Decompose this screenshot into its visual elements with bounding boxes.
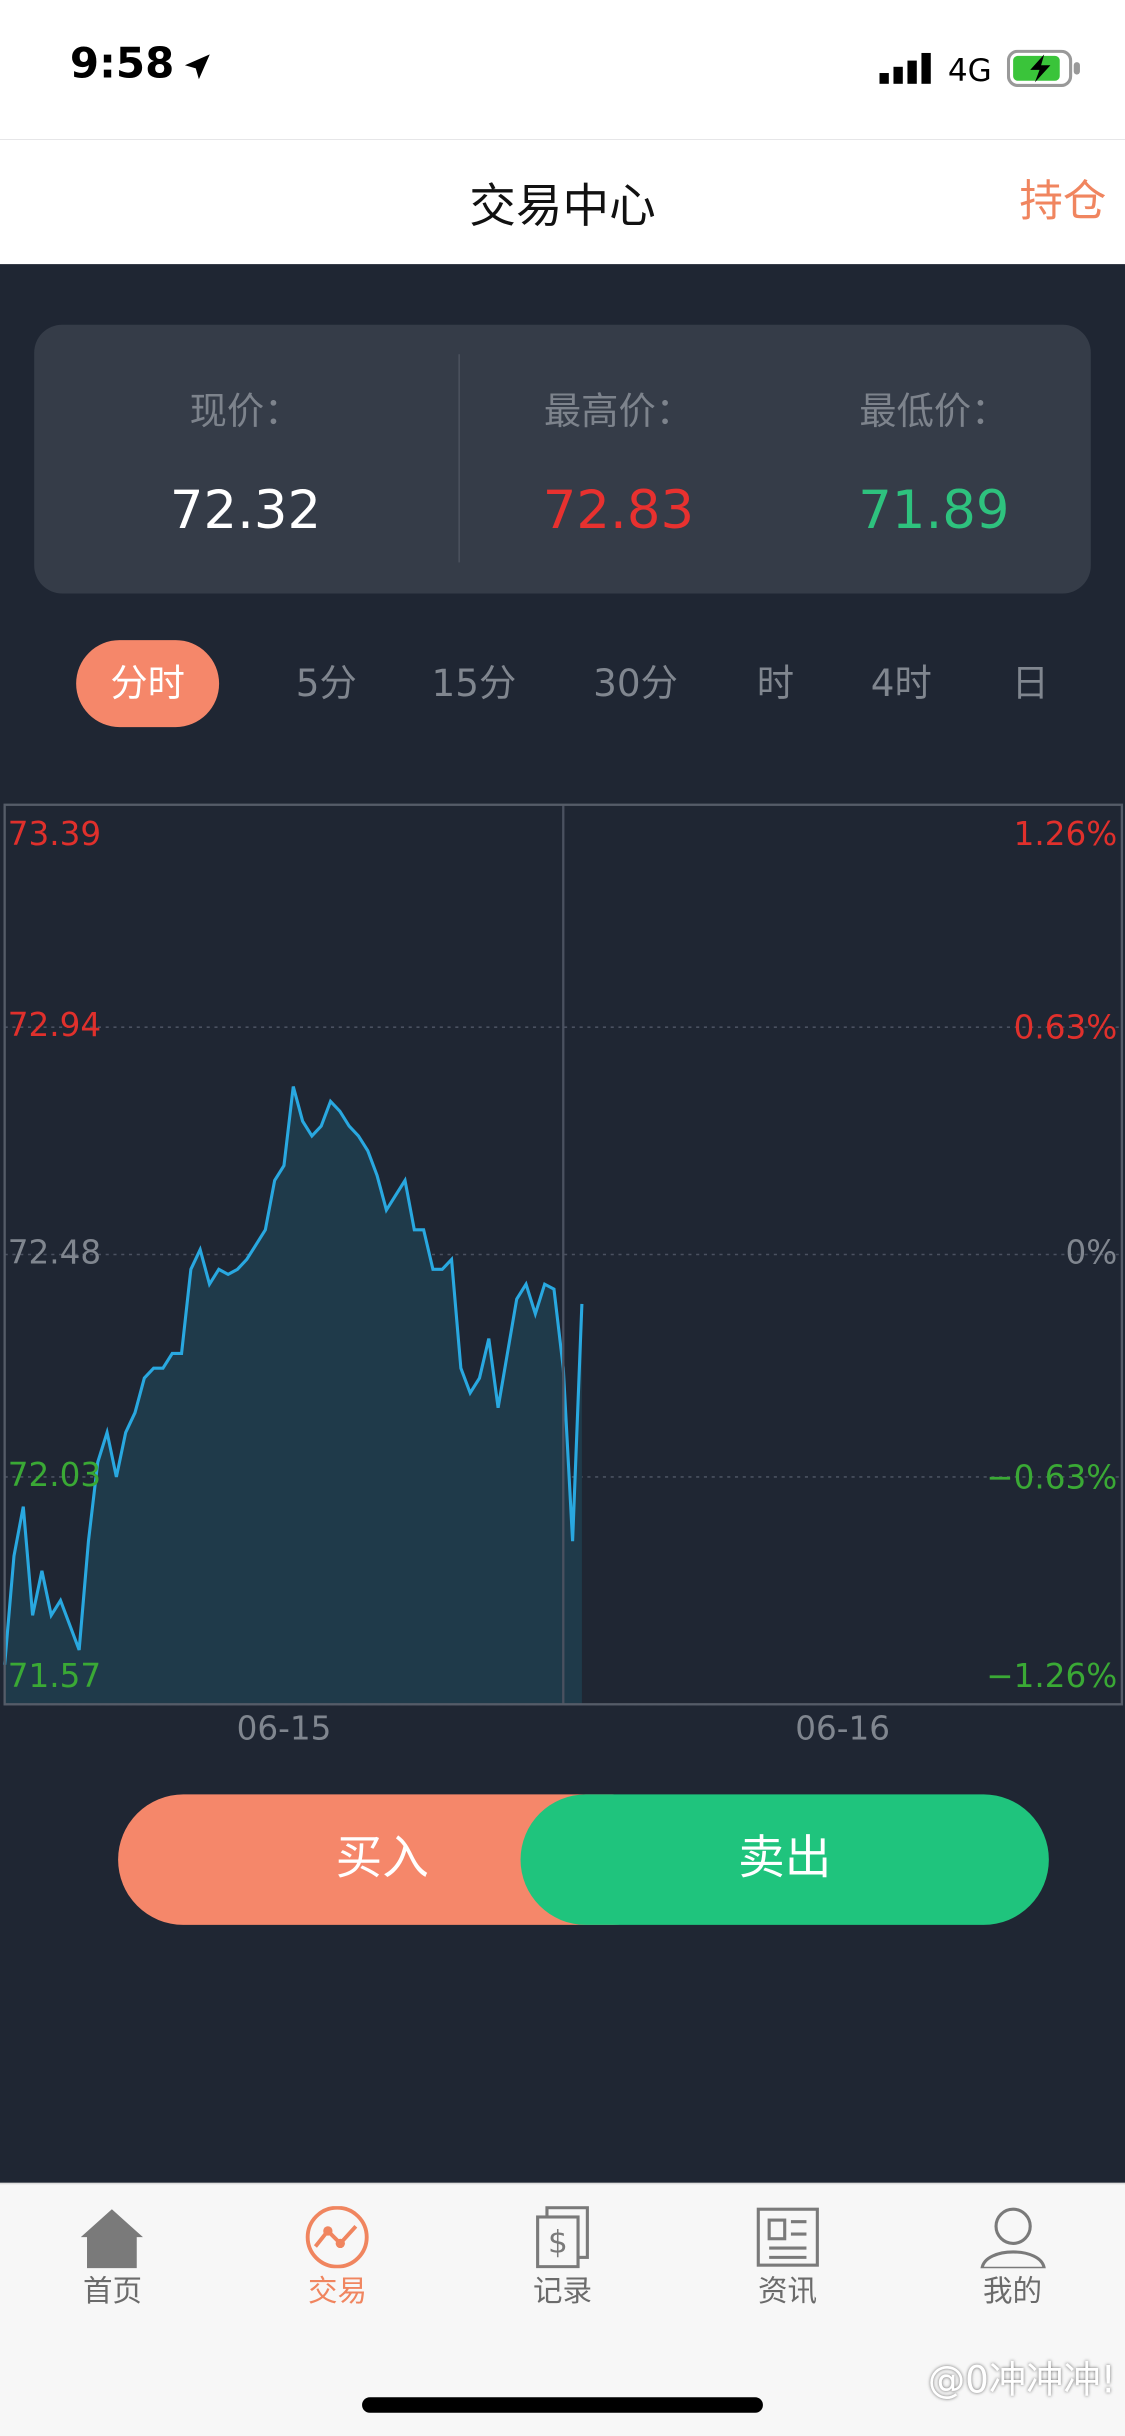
profile-icon [979, 2207, 1046, 2269]
period-tab[interactable]: 4时 [870, 661, 932, 706]
period-tab[interactable]: 日 [1011, 661, 1049, 706]
tab-label: 记录 [532, 2274, 593, 2309]
positions-link[interactable]: 持仓 [1019, 175, 1107, 227]
price-line [3, 1086, 584, 1665]
tab-item[interactable]: 交易 [225, 2184, 450, 2436]
price-label: 最低价： [859, 389, 1009, 434]
tab-item[interactable]: $ 记录 [450, 2184, 675, 2436]
price-value: 71.89 [858, 480, 1010, 543]
period-tab[interactable]: 5分 [295, 661, 357, 706]
y-tick-label: 71.57 [8, 1657, 101, 1695]
price-label: 现价： [189, 389, 302, 434]
price-card: 现价： 72.32 最高价： 72.83 最低价： 71.89 [34, 324, 1091, 594]
news-icon [756, 2207, 819, 2267]
nav-bar: 交易中心 持仓 [0, 139, 1125, 265]
record-icon: $ [536, 2206, 589, 2269]
y2-tick-label: −0.63% [986, 1458, 1117, 1496]
tab-item[interactable]: 我的 [900, 2184, 1125, 2436]
price-value: 72.83 [542, 480, 695, 543]
tab-label: 交易 [307, 2274, 368, 2309]
area [4, 1086, 582, 1705]
y-tick-label: 72.48 [8, 1234, 101, 1272]
tab-item[interactable]: 首页 [0, 2184, 225, 2436]
clock: 9:58 [69, 40, 175, 89]
y2-tick-label: 0% [1065, 1234, 1117, 1272]
y-tick-label: 72.03 [8, 1456, 101, 1494]
home-indicator [362, 2397, 763, 2413]
chart: 73.39 72.94 72.48 72.03 71.57 1.26% 0.63% 0% −0.… [3, 803, 1124, 1748]
period-tab[interactable]: 时 [756, 661, 795, 706]
trade-icon [306, 2206, 369, 2269]
divider [458, 354, 460, 563]
network: 4G [947, 51, 992, 89]
y2-tick-label: 0.63% [1014, 1009, 1118, 1047]
home-icon [81, 2209, 144, 2269]
status-bar: 9:58 4G [0, 0, 1125, 140]
tab-bar: 首页 交易 $ 记录 资讯 我的 [0, 2182, 1125, 2436]
price-col: 现价： 72.32 [70, 325, 421, 594]
page-title: 交易中心 [469, 180, 656, 235]
plot-border [3, 803, 1124, 1706]
period-tab[interactable]: 分时 [76, 640, 220, 728]
period-tab[interactable]: 15分 [431, 661, 517, 706]
price-col: 最高价： 72.83 [443, 325, 794, 594]
y-tick-label: 72.94 [8, 1006, 101, 1044]
x-tick-label: 06-15 [237, 1710, 332, 1748]
tab-item[interactable]: 资讯 [675, 2184, 900, 2436]
x-tick-label: 06-16 [795, 1710, 890, 1748]
tab-label: 首页 [82, 2274, 143, 2309]
battery-icon [1006, 49, 1080, 87]
price-col: 最低价： 71.89 [758, 325, 1109, 594]
signal-icon [879, 52, 931, 84]
tab-label: 资讯 [757, 2274, 818, 2309]
watermark: @0冲冲冲! [927, 2358, 1116, 2402]
y2-tick-label: 1.26% [1014, 815, 1118, 853]
price-value: 72.32 [169, 480, 322, 543]
sell-button[interactable]: 卖出 [520, 1794, 1049, 1925]
svg-text:$: $ [548, 2225, 568, 2261]
location-icon [184, 54, 210, 80]
period-tab[interactable]: 30分 [593, 661, 678, 706]
price-label: 最高价： [543, 389, 694, 434]
y-tick-label: 73.39 [8, 815, 101, 853]
tab-label: 我的 [982, 2274, 1043, 2309]
y2-tick-label: −1.26% [986, 1657, 1117, 1695]
